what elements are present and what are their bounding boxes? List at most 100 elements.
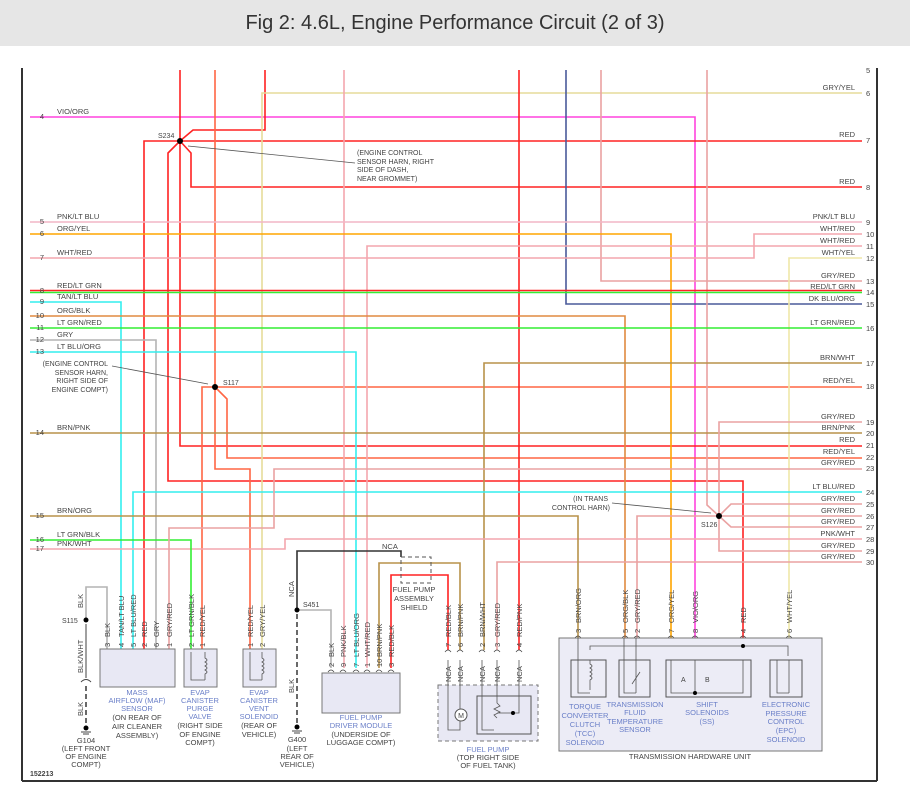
maf-sensor: MASS AIRFLOW (MAF) SENSOR (ON REAR OF AI…: [99, 648, 176, 740]
ground-g400: NCA BLK G400 (LEFT REAR OF VEHICLE): [280, 581, 315, 769]
pin-wire-label: BRN/PNK: [375, 624, 384, 657]
right-row-number: 28: [866, 535, 874, 544]
pin-number: 6: [152, 643, 161, 647]
right-row-number: 22: [866, 453, 874, 462]
pin-wire-label: BRN/WHT: [478, 602, 487, 637]
pin-wire-label: BLK: [103, 623, 112, 637]
right-row-wire-label: LT BLU/RED: [812, 482, 855, 491]
pin-wire-label: WHT/RED: [363, 621, 372, 657]
svg-text:FUEL PUMP: FUEL PUMP: [393, 585, 436, 594]
right-row-wire-label: GRY/RED: [821, 458, 856, 467]
left-row-wire-label: BRN/PNK: [57, 423, 90, 432]
svg-text:FUEL PUMP: FUEL PUMP: [340, 713, 383, 722]
svg-text:CANISTER: CANISTER: [181, 696, 220, 705]
figure-id: 152213: [30, 771, 53, 778]
pin-wire-label: ORG/BLK: [621, 590, 630, 623]
pin-wire-label: LT BLU/ORG: [352, 613, 361, 657]
svg-text:NCA: NCA: [287, 581, 296, 597]
connector-icon: [691, 635, 699, 639]
thu-pin-6: 6 WHT/YEL: [785, 590, 794, 639]
row-labels: 4 VIO/ORG 5 PNK/LT BLU 6 ORG/YEL 7 WHT/RED 8 RED/…: [36, 66, 875, 567]
pin-number: 1: [198, 643, 207, 647]
svg-text:S115: S115: [62, 618, 78, 625]
svg-text:AIRFLOW (MAF): AIRFLOW (MAF): [108, 696, 166, 705]
purge-pin-1: 1 RED/YEL: [198, 605, 207, 653]
right-row-number: 11: [866, 242, 874, 251]
right-row-wire-label: BRN/PNK: [822, 423, 855, 432]
wire: [30, 339, 157, 650]
right-row-wire-label: BRN/WHT: [820, 353, 855, 362]
right-row-wire-label: GRY/RED: [821, 271, 856, 280]
right-row-number: 17: [866, 359, 874, 368]
wire: [85, 586, 108, 650]
wire: [179, 70, 862, 447]
left-row-number: 5: [40, 217, 44, 226]
svg-text:EVAP: EVAP: [249, 688, 268, 697]
thu-pin-4: 4 RED: [739, 607, 748, 639]
connector-icon: [785, 635, 793, 639]
right-row-wire-label: GRY/RED: [821, 541, 856, 550]
left-row-wire-label: VIO/ORG: [57, 107, 89, 116]
svg-text:SENSOR: SENSOR: [121, 704, 153, 713]
wire: [168, 468, 862, 650]
right-row-wire-label: PNK/LT BLU: [813, 212, 855, 221]
right-row-wire-label: RED/YEL: [823, 447, 855, 456]
pin-number: 2: [187, 643, 196, 647]
wire: [179, 70, 266, 142]
pin-wire-label: LT BLU/RED: [129, 594, 138, 637]
figure-title: Fig 2: 4.6L, Engine Performance Circuit …: [245, 11, 665, 34]
svg-text:SOLENOID: SOLENOID: [240, 712, 279, 721]
right-row-wire-label: LT GRN/RED: [810, 318, 855, 327]
maf-pin-4: 4 TAN/LT BLU: [117, 596, 126, 653]
left-row-number: 7: [40, 253, 44, 262]
svg-text:G104: G104: [77, 736, 95, 745]
thu-pin-3: 3 BRN/ORG: [574, 588, 583, 639]
pin-wire-label: RED/YEL: [198, 605, 207, 637]
wire: [30, 539, 192, 650]
fpdm-pin-7: 7 LT BLU/ORG: [352, 613, 361, 673]
solenoid-coil-icon: [190, 652, 208, 681]
svg-text:ASSEMBLY): ASSEMBLY): [116, 731, 159, 740]
right-row-number: 10: [866, 230, 874, 239]
left-row-number: 12: [36, 335, 44, 344]
fpdm-pin-3: 3 RED/BLK: [387, 625, 396, 673]
svg-text:TRANSMISSION HARDWARE UNIT: TRANSMISSION HARDWARE UNIT: [629, 752, 752, 761]
svg-text:SHIFT: SHIFT: [696, 700, 718, 709]
left-row-number: 4: [40, 112, 44, 121]
fpdm-pin-2: 2 BLK: [327, 643, 336, 673]
pin-number: 3: [103, 643, 112, 647]
right-row-number: 7: [866, 136, 870, 145]
pin-number: 2: [140, 643, 149, 647]
pin-wire-label: GRY/RED: [493, 602, 502, 637]
fpdm-pin-10: 10 BRN/PNK: [375, 624, 384, 673]
right-row-wire-label: GRY/RED: [821, 494, 856, 503]
left-row-wire-label: PNK/WHT: [57, 539, 92, 548]
left-row-wire-label: WHT/RED: [57, 248, 93, 257]
fuel-pump-driver-module: FUEL PUMP DRIVER MODULE (UNDERSIDE OF LU…: [321, 672, 401, 747]
maf-pin-5: 5 LT BLU/RED: [129, 594, 138, 653]
wire: [706, 70, 720, 517]
fuel-pump: M FUEL PUMP (TOP RIGHT SIDE OF FUEL TANK…: [437, 660, 539, 770]
right-row-number: 6: [866, 89, 870, 98]
left-row-wire-label: LT GRN/BLK: [57, 530, 100, 539]
svg-text:PRESSURE: PRESSURE: [765, 709, 806, 718]
left-row-number: 6: [40, 229, 44, 238]
pin-number: 8: [691, 629, 700, 633]
pin-inner-label: NCA: [493, 666, 502, 682]
wire: [718, 503, 862, 517]
svg-text:TORQUE: TORQUE: [569, 702, 601, 711]
right-row-number: 30: [866, 558, 874, 567]
wire: [297, 609, 332, 668]
maf-pin-6: 6 GRY: [152, 621, 161, 653]
svg-text:COMPT): COMPT): [71, 760, 101, 769]
svg-text:(ON REAR OF: (ON REAR OF: [112, 713, 162, 722]
wire: [132, 491, 862, 650]
right-row-wire-label: GRY/RED: [821, 552, 856, 561]
wire: [201, 386, 215, 650]
pin-number: 5: [621, 629, 630, 633]
pin-number: 2: [633, 629, 642, 633]
svg-text:BLK: BLK: [76, 594, 85, 608]
pin-number: 1: [165, 643, 174, 647]
left-row-number: 15: [36, 511, 44, 520]
